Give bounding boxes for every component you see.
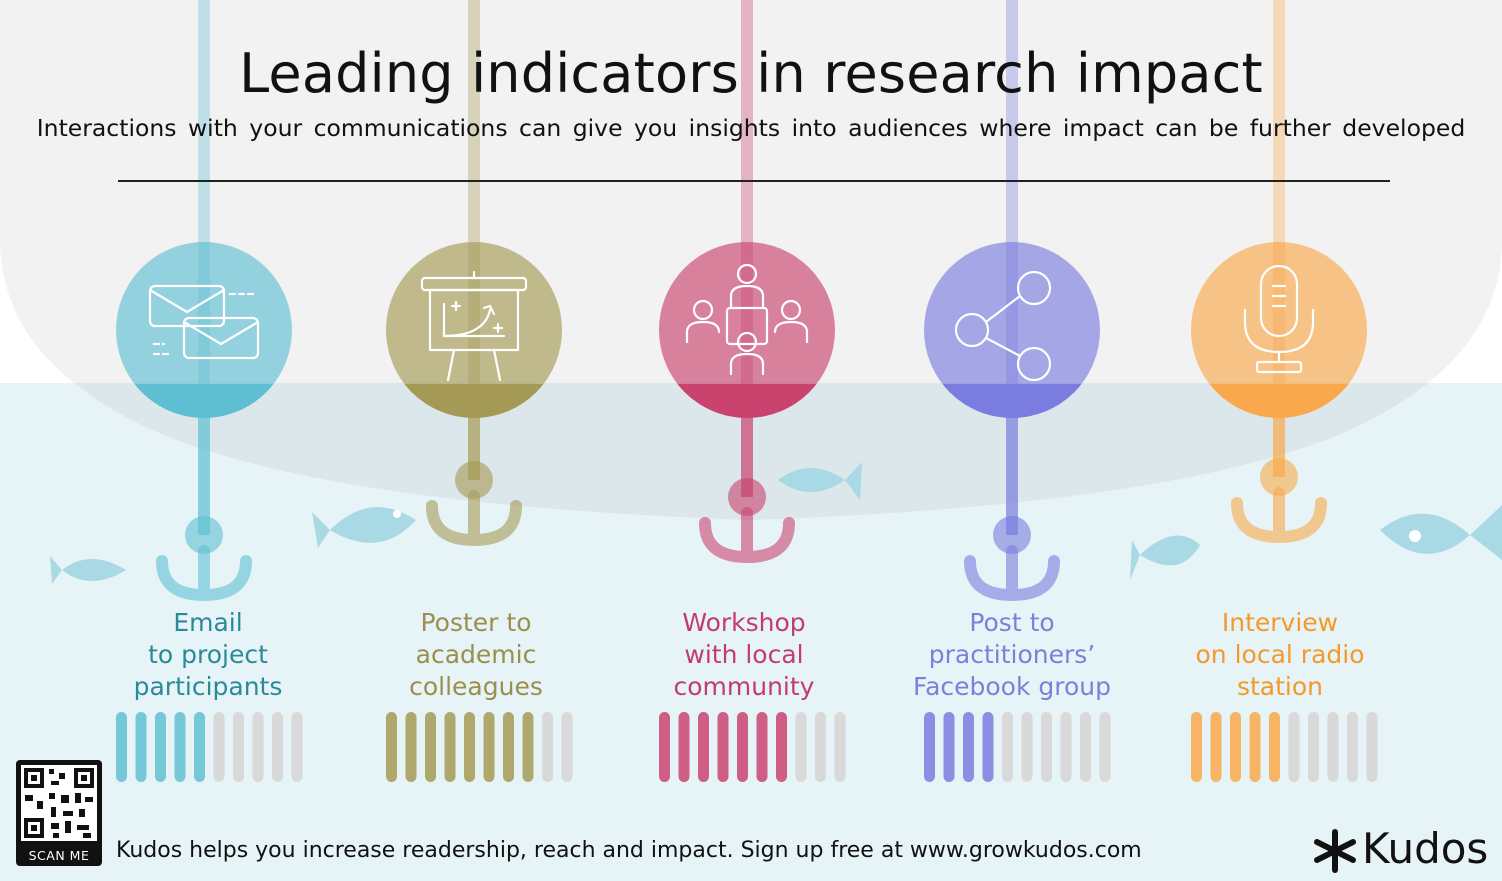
level-bar (174, 712, 186, 782)
qr-label: SCAN ME (28, 848, 90, 863)
share-icon (954, 270, 1052, 382)
level-bar (503, 712, 514, 782)
footer-tagline: Kudos helps you increase readership, rea… (116, 838, 1142, 863)
level-bar (116, 712, 127, 782)
level-bar (291, 712, 303, 782)
level-bar (698, 712, 709, 782)
channel-label-poster: Poster to academic colleagues (409, 608, 543, 701)
level-bar (776, 712, 787, 782)
level-bar (542, 712, 553, 782)
asterisk-icon (1314, 829, 1356, 873)
level-bar (1021, 712, 1033, 782)
level-bar (233, 712, 244, 782)
channel-label-facebook: Post to practitioners’ Facebook group (912, 608, 1112, 701)
channel-label-radio: Interview on local radio station (1195, 608, 1365, 701)
level-bar (1269, 712, 1280, 782)
page-subtitle: Interactions with your communications ca… (36, 114, 1466, 142)
group-meeting-icon (685, 263, 809, 376)
level-bar (1230, 712, 1241, 782)
level-bar (756, 712, 768, 782)
level-bar (483, 712, 495, 782)
level-bar (737, 712, 748, 782)
level-bar (1327, 712, 1339, 782)
qr-pattern (21, 765, 97, 841)
fish-icon (50, 462, 1502, 584)
brand-logo[interactable]: Kudos (1310, 824, 1490, 874)
level-bar (425, 712, 436, 782)
level-bar (155, 712, 166, 782)
level-bar (815, 712, 826, 782)
level-bar (982, 712, 994, 782)
channel-label-workshop: Workshop with local community (673, 608, 815, 701)
level-bar (252, 712, 264, 782)
level-bar (405, 712, 417, 782)
level-bar (1210, 712, 1222, 782)
level-bar (1060, 712, 1072, 782)
level-bar (1099, 712, 1111, 782)
brand-name: Kudos (1362, 824, 1489, 873)
level-bar (924, 712, 935, 782)
level-bar (678, 712, 690, 782)
level-bar (1249, 712, 1261, 782)
level-bar (1308, 712, 1319, 782)
level-bar (272, 712, 283, 782)
level-bar (1191, 712, 1202, 782)
microphone-icon (1243, 264, 1315, 374)
level-bar (213, 712, 225, 782)
level-bar (795, 712, 807, 782)
level-bar (834, 712, 846, 782)
level-bar (1347, 712, 1358, 782)
level-bar (963, 712, 974, 782)
channel-label-email: Email to project participants (133, 608, 283, 701)
level-bar (1041, 712, 1052, 782)
presentation-board-icon (420, 270, 528, 382)
level-bar (943, 712, 955, 782)
level-bar (464, 712, 475, 782)
level-bar (561, 712, 573, 782)
level-bar (194, 712, 205, 782)
level-bar (1288, 712, 1300, 782)
indicator-hook (386, 0, 562, 547)
level-bar (386, 712, 397, 782)
level-bar (444, 712, 456, 782)
level-bar (135, 712, 147, 782)
qr-code[interactable]: SCAN ME (16, 760, 102, 866)
level-bar (1080, 712, 1091, 782)
level-bar (1002, 712, 1013, 782)
level-bar (717, 712, 729, 782)
level-bar (1366, 712, 1378, 782)
level-bar (659, 712, 670, 782)
level-bar (522, 712, 534, 782)
page-title: Leading indicators in research impact (239, 42, 1263, 105)
email-icon (148, 284, 260, 360)
divider (118, 180, 1390, 182)
